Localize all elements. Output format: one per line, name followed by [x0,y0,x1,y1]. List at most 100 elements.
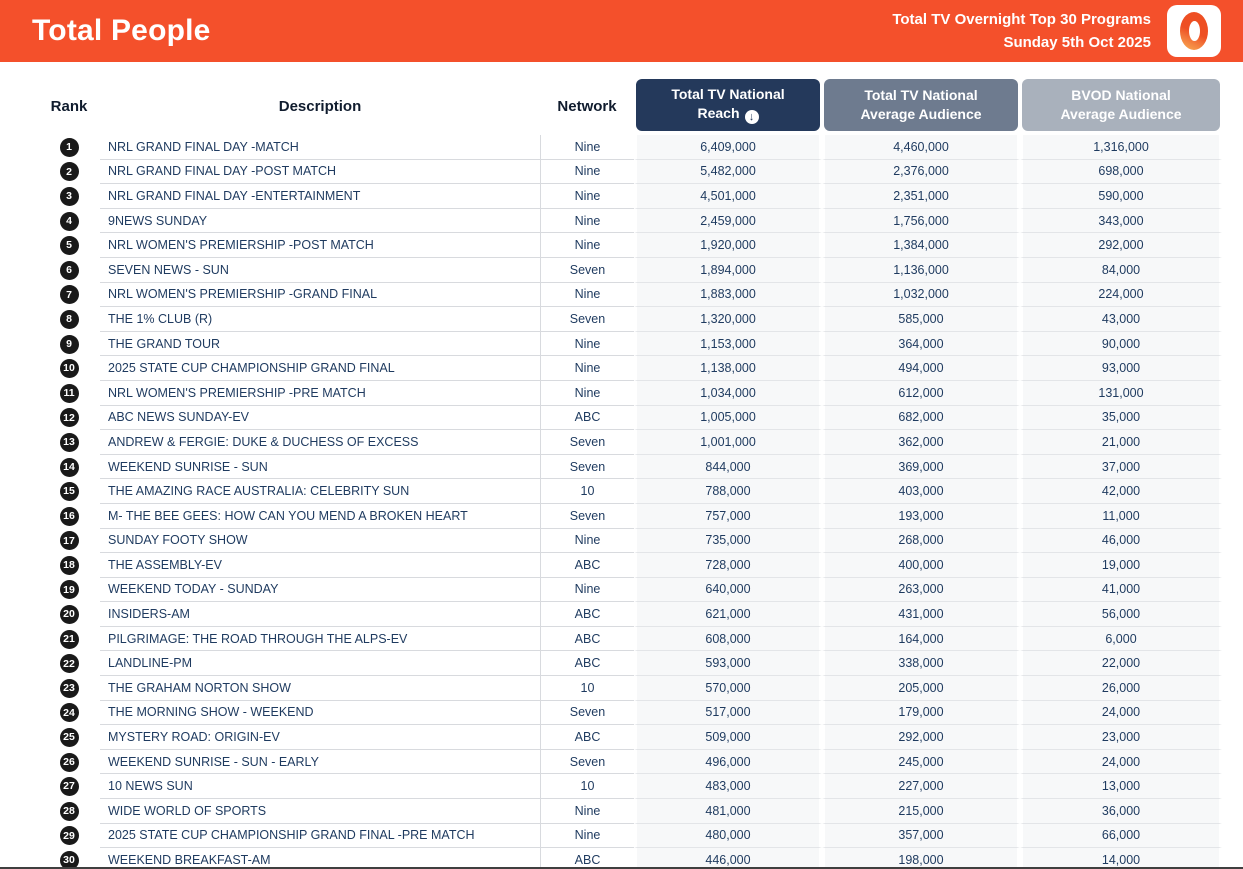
program-description: 9NEWS SUNDAY [100,209,540,234]
bvod-average-audience-value: 292,000 [1020,233,1222,258]
column-header-total-tv-average-audience[interactable]: Total TV National Average Audience [822,78,1020,135]
column-header-rank: Rank [50,98,88,115]
rank-badge: 27 [59,777,79,797]
bvod-average-audience-value: 84,000 [1020,257,1222,283]
total-tv-average-audience-value: 338,000 [822,651,1020,677]
program-description: WEEKEND TODAY - SUNDAY [100,578,540,603]
rank-badge: 1 [59,137,79,157]
program-network: ABC [540,651,634,677]
bvod-average-audience-value: 66,000 [1020,823,1222,849]
program-network: Seven [540,430,634,455]
page-bottom-border [0,867,1243,869]
total-tv-average-audience-value: 403,000 [822,479,1020,504]
rank-badge: 23 [59,678,79,698]
column-header-description: Description [278,98,362,115]
total-tv-average-audience-value: 164,000 [822,626,1020,652]
table-row: 13 ANDREW & FERGIE: DUKE & DUCHESS OF EXC… [38,430,1222,455]
rank-cell: 24 [38,701,100,726]
bvod-average-audience-value: 90,000 [1020,331,1222,357]
report-subtitle-line1: Total TV Overnight Top 30 Programs [892,10,1151,28]
program-description: WEEKEND SUNRISE - SUN - EARLY [100,750,540,775]
total-tv-national-reach-value: 446,000 [634,848,822,869]
rank-badge: 17 [59,531,79,551]
rank-cell: 23 [38,676,100,701]
total-tv-national-reach-value: 481,000 [634,799,822,824]
column-header-total-tv-reach[interactable]: Total TV National Reach ↓ [634,78,822,135]
table-row: 17 SUNDAY FOOTY SHOW Nine 735,000 268,000 46,… [38,528,1222,554]
rank-badge: 30 [59,851,79,869]
table-row: 21 PILGRIMAGE: THE ROAD THROUGH THE ALPS-… [38,626,1222,652]
bvod-average-audience-value: 1,316,000 [1020,135,1222,160]
total-tv-national-reach-value: 844,000 [634,454,822,480]
rank-badge: 25 [59,728,79,748]
bvod-average-audience-value: 22,000 [1020,651,1222,677]
column-header-bvod-average-audience[interactable]: BVOD National Average Audience [1020,78,1222,135]
rank-cell: 16 [38,504,100,529]
total-tv-national-reach-value: 640,000 [634,577,822,603]
total-tv-national-reach-value: 621,000 [634,602,822,627]
rank-cell: 8 [38,307,100,332]
rank-cell: 29 [38,824,100,849]
table-row: 10 2025 STATE CUP CHAMPIONSHIP GRAND FINA… [38,356,1222,381]
rank-cell: 28 [38,799,100,824]
total-tv-average-audience-value: 357,000 [822,823,1020,849]
rank-badge: 11 [59,383,79,403]
program-network: ABC [540,725,634,750]
programs-table-wrap: Rank Description Network Total TV Nation… [38,78,1222,869]
program-network: Seven [540,307,634,332]
rank-badge: 22 [59,654,79,674]
total-tv-national-reach-value: 1,001,000 [634,430,822,455]
total-tv-national-reach-value: 788,000 [634,479,822,504]
program-description: 2025 STATE CUP CHAMPIONSHIP GRAND FINAL … [100,824,540,849]
rank-badge: 6 [59,260,79,280]
program-network: ABC [540,602,634,627]
total-tv-average-audience-value: 292,000 [822,725,1020,750]
rank-badge: 16 [59,506,79,526]
bvod-average-audience-value: 14,000 [1020,848,1222,869]
program-description: WEEKEND SUNRISE - SUN [100,455,540,480]
bvod-average-audience-value: 131,000 [1020,380,1222,406]
bvod-average-audience-value: 37,000 [1020,454,1222,480]
total-tv-average-audience-value: 612,000 [822,380,1020,406]
program-description: INSIDERS-AM [100,602,540,627]
total-tv-national-reach-value: 2,459,000 [634,208,822,234]
total-tv-national-reach-value: 1,034,000 [634,380,822,406]
program-description: THE GRAHAM NORTON SHOW [100,676,540,701]
rank-cell: 19 [38,578,100,603]
table-row: 29 2025 STATE CUP CHAMPIONSHIP GRAND FINA… [38,823,1222,849]
program-network: Nine [540,528,634,554]
total-tv-average-audience-value: 369,000 [822,454,1020,480]
banner-right: Total TV Overnight Top 30 Programs Sunda… [892,5,1221,57]
rank-cell: 30 [38,848,100,869]
rank-cell: 10 [38,356,100,381]
program-network: Seven [540,749,634,775]
table-row: 4 9NEWS SUNDAY Nine 2,459,000 1,756,000 343,0… [38,208,1222,234]
program-network: ABC [540,848,634,869]
rank-cell: 17 [38,529,100,554]
table-row: 18 THE ASSEMBLY-EV ABC 728,000 400,000 19,000 [38,553,1222,578]
bvod-average-audience-value: 590,000 [1020,184,1222,209]
program-description: SUNDAY FOOTY SHOW [100,529,540,554]
total-tv-average-audience-value: 2,376,000 [822,159,1020,185]
total-tv-average-audience-value: 400,000 [822,553,1020,578]
bvod-average-audience-value: 24,000 [1020,749,1222,775]
rank-cell: 6 [38,258,100,283]
bvod-average-audience-value: 42,000 [1020,479,1222,504]
total-tv-average-audience-value: 1,756,000 [822,208,1020,234]
program-network: Nine [540,799,634,824]
program-network: ABC [540,405,634,431]
total-tv-average-audience-value: 263,000 [822,577,1020,603]
rank-cell: 4 [38,209,100,234]
total-tv-average-audience-value: 431,000 [822,602,1020,627]
total-tv-average-audience-value: 179,000 [822,700,1020,726]
program-description: NRL GRAND FINAL DAY -POST MATCH [100,160,540,185]
logo-zero-icon [1180,12,1208,50]
table-row: 30 WEEKEND BREAKFAST-AM ABC 446,000 198,000 1… [38,848,1222,869]
rank-badge: 4 [59,211,79,231]
bvod-average-audience-value: 21,000 [1020,430,1222,455]
rank-badge: 19 [59,580,79,600]
bvod-average-audience-value: 698,000 [1020,159,1222,185]
rank-badge: 28 [59,801,79,821]
table-row: 22 LANDLINE-PM ABC 593,000 338,000 22,000 [38,651,1222,677]
total-tv-national-reach-value: 483,000 [634,774,822,800]
